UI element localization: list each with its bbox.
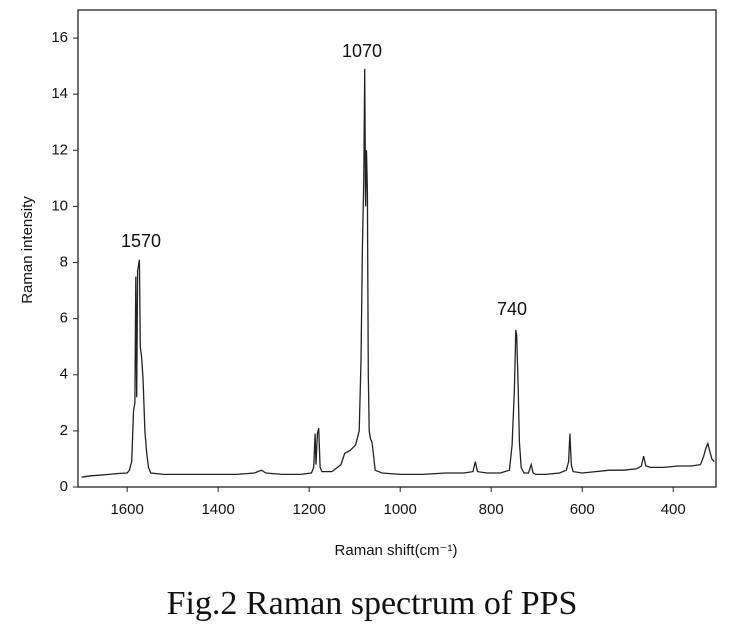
y-tick-label: 16	[51, 29, 68, 46]
y-tick-label: 6	[60, 310, 68, 327]
x-tick-label: 400	[661, 501, 686, 518]
y-tick-label: 2	[60, 422, 68, 439]
x-tick-label: 1600	[110, 501, 143, 518]
y-tick-label: 14	[51, 85, 68, 102]
y-tick-label: 0	[60, 478, 68, 495]
y-tick-label: 4	[60, 366, 68, 383]
spectrum-line	[81, 68, 715, 478]
x-tick-label: 800	[479, 501, 504, 518]
x-tick-label: 600	[570, 501, 595, 518]
x-tick-label: 1400	[201, 501, 234, 518]
y-tick-label: 10	[51, 197, 68, 214]
y-axis-label: Raman intensity	[19, 196, 36, 304]
y-tick-label: 8	[60, 253, 68, 270]
peak-annotation: 1570	[121, 231, 161, 251]
y-tick-label: 12	[51, 141, 68, 158]
peak-annotation: 1070	[342, 41, 382, 61]
peak-annotation: 740	[497, 299, 527, 319]
x-tick-label: 1200	[292, 501, 325, 518]
x-tick-label: 1000	[383, 501, 416, 518]
x-axis-label: Raman shift(cm⁻¹)	[335, 542, 458, 559]
plot-frame	[77, 9, 717, 488]
caption: Fig.2 Raman spectrum of PPS	[167, 585, 578, 622]
